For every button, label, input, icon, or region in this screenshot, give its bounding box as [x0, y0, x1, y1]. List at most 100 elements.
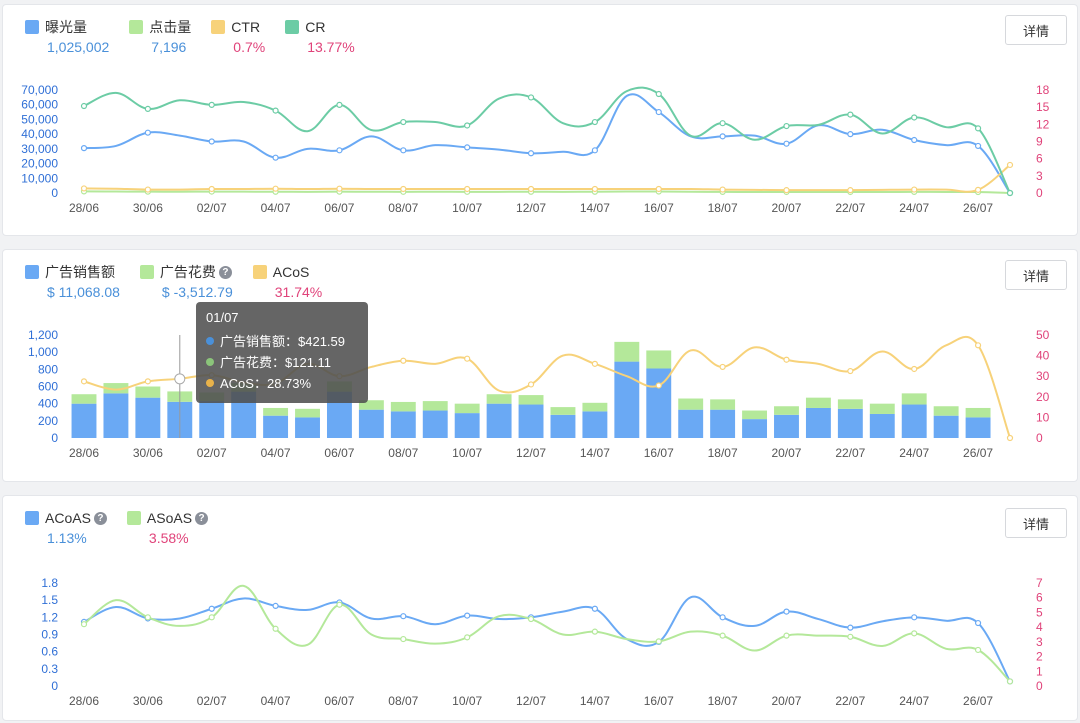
tooltip-text: 广告销售额：$421.59 — [220, 334, 345, 349]
point-CTR — [783, 187, 790, 194]
x-tick: 22/07 — [835, 201, 865, 215]
point-ACoS — [655, 382, 662, 389]
point-CR — [719, 120, 726, 127]
x-tick: 28/06 — [69, 201, 99, 215]
y-tick-left: 600 — [38, 380, 58, 394]
legend-impressions[interactable]: 曝光量 1,025,002 — [25, 17, 109, 55]
point-CTR — [336, 185, 343, 192]
details-button[interactable]: 详情 — [1005, 260, 1067, 290]
x-tick: 06/07 — [324, 201, 354, 215]
series-line-CTR — [83, 164, 1011, 193]
x-tick: 12/07 — [516, 446, 546, 460]
point-ASoAS — [80, 621, 88, 628]
y-tick-left: 20,000 — [21, 157, 58, 171]
bar-广告销售额 — [710, 409, 736, 438]
legend-label: CTR — [231, 19, 261, 35]
x-tick: 10/07 — [452, 201, 482, 215]
x-tick: 08/07 — [388, 446, 418, 460]
bar-广告销售额 — [869, 413, 895, 438]
legend-acos[interactable]: ACoS 31.74% — [252, 262, 322, 300]
bar-广告销售额 — [582, 411, 608, 438]
cr-swatch — [285, 20, 300, 34]
help-icon[interactable]: ? — [195, 511, 209, 525]
bar-广告花费 — [901, 393, 927, 405]
chart-tooltip: 01/07 广告销售额：$421.59 广告花费：$121.11 ACoS：28… — [196, 302, 368, 403]
point-ACoAS — [591, 605, 598, 612]
point-ACoS — [783, 356, 790, 363]
bar-广告花费 — [518, 395, 544, 405]
bar-广告销售额 — [742, 419, 768, 438]
y-tick-left: 0 — [51, 431, 58, 445]
y-tick-left: 70,000 — [21, 83, 58, 97]
legend-ctr[interactable]: CTR 0.7% — [211, 17, 265, 55]
legend-clicks[interactable]: 点击量 7,196 — [129, 17, 191, 55]
details-button[interactable]: 详情 — [1005, 508, 1067, 538]
acos-swatch — [252, 265, 267, 279]
series-line-ACoAS — [83, 595, 1011, 682]
bar-广告花费 — [135, 386, 161, 398]
point-ACoS — [144, 378, 151, 385]
bar-广告销售额 — [358, 409, 384, 438]
point-CR — [464, 122, 471, 129]
point-CTR — [974, 186, 982, 193]
series-line-CR — [83, 86, 1011, 194]
point-CTR — [400, 185, 407, 193]
ad-sales-panel: 广告销售额 $ 11,068.08 广告花费? $ -3,512.79 ACoS… — [2, 249, 1078, 482]
point-CR — [527, 94, 535, 101]
details-button[interactable]: 详情 — [1005, 15, 1067, 45]
legend-ad-spend[interactable]: 广告花费? $ -3,512.79 — [139, 262, 233, 300]
legend-asoas[interactable]: ASoAS? 3.58% — [126, 508, 209, 546]
y-tick-left: 40,000 — [21, 127, 58, 141]
tooltip-row: 广告销售额：$421.59 — [206, 330, 358, 351]
help-icon[interactable]: ? — [93, 511, 107, 525]
point-ACoS — [1006, 434, 1014, 442]
point-ACoAS — [974, 619, 982, 627]
help-icon[interactable]: ? — [218, 265, 232, 279]
point-CR — [400, 118, 407, 126]
point-曝光量 — [144, 129, 151, 136]
point-ASoAS — [1006, 678, 1014, 685]
point-ACoS — [464, 355, 471, 362]
legend-ad-sales[interactable]: 广告销售额 $ 11,068.08 — [25, 262, 120, 300]
y-tick-left: 0.6 — [41, 645, 58, 659]
legend-label: 曝光量 — [45, 19, 87, 35]
point-曝光量 — [208, 138, 215, 145]
ad-spend-swatch — [139, 265, 154, 279]
y-tick-right: 50 — [1036, 328, 1050, 342]
y-tick-left: 1.8 — [41, 576, 58, 590]
bar-广告销售额 — [71, 403, 97, 438]
legend-cr[interactable]: CR 13.77% — [285, 17, 355, 55]
x-tick: 18/07 — [708, 446, 738, 460]
y-tick-right: 7 — [1036, 576, 1043, 590]
y-tick-right: 0 — [1036, 186, 1043, 200]
point-ASoAS — [272, 625, 279, 632]
bar-广告花费 — [837, 399, 863, 409]
acoas-swatch — [25, 511, 39, 525]
x-tick: 24/07 — [899, 201, 929, 215]
legend-label: 点击量 — [149, 19, 192, 35]
point-CTR — [1006, 161, 1014, 169]
bar-广告销售额 — [422, 410, 448, 438]
bar-广告销售额 — [933, 415, 959, 438]
point-曝光量 — [336, 147, 343, 154]
point-CR — [1006, 189, 1014, 197]
legend-acoas[interactable]: ACoAS? 1.13% — [25, 508, 107, 546]
bar-广告销售额 — [486, 403, 512, 438]
x-tick: 08/07 — [388, 201, 418, 215]
acoas-panel: ACoAS? 1.13% ASoAS? 3.58% 详情 — [2, 495, 1078, 721]
bar-广告花费 — [646, 350, 672, 369]
point-ASoAS — [847, 633, 854, 640]
bar-广告花费 — [805, 397, 831, 408]
hover-point — [174, 373, 186, 385]
bar-广告花费 — [422, 401, 448, 411]
bar-广告花费 — [486, 394, 512, 404]
bar-广告销售额 — [454, 413, 480, 438]
bar-广告花费 — [454, 403, 480, 414]
point-ASoAS — [591, 628, 598, 635]
acoas-legend: ACoAS? 1.13% ASoAS? 3.58% — [25, 508, 228, 546]
x-tick: 18/07 — [708, 201, 738, 215]
point-曝光量 — [974, 142, 982, 150]
bar-广告销售额 — [774, 414, 799, 438]
point-ACoS — [400, 357, 407, 364]
legend-value: 1.13% — [47, 530, 87, 546]
